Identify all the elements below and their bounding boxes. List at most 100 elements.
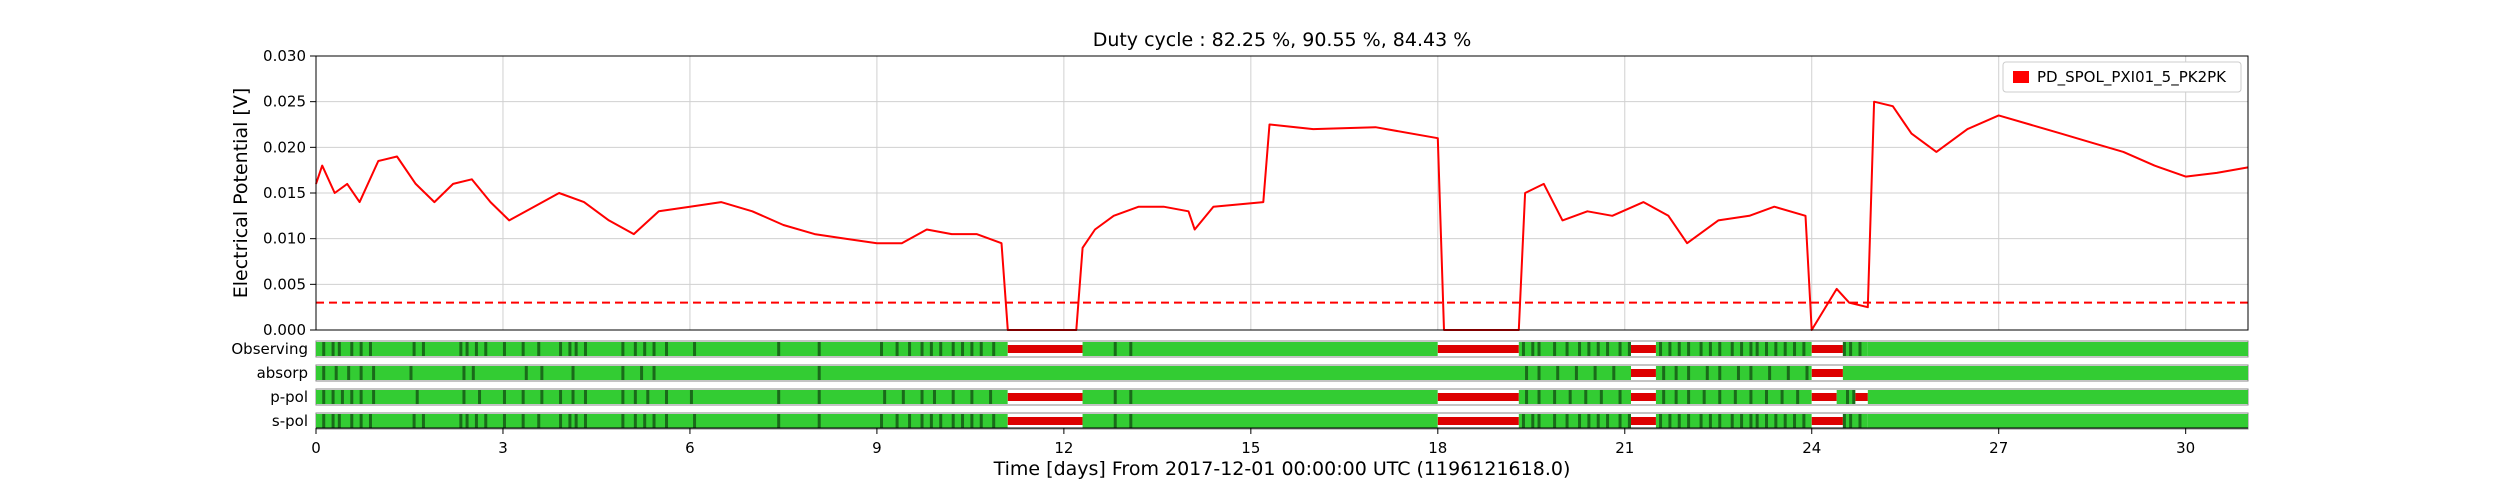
status-gap	[322, 366, 326, 380]
status-gap	[1765, 414, 1768, 428]
status-gap	[462, 366, 466, 380]
status-segment-off-bar	[1437, 345, 1519, 353]
status-gap	[652, 366, 656, 380]
status-segment-on	[1518, 342, 1632, 356]
status-gap	[1578, 414, 1582, 428]
status-gap	[883, 390, 887, 404]
status-gap	[1659, 414, 1663, 428]
status-gap	[372, 390, 376, 404]
status-gap	[1521, 342, 1525, 356]
status-gap	[1749, 390, 1753, 404]
status-gap	[665, 342, 669, 356]
status-gap	[337, 342, 341, 356]
status-gap	[502, 342, 506, 356]
plot-area: 0.000 0.005 0.010 0.015 0.020 0.025 0.030	[263, 47, 2249, 339]
status-gap	[1587, 414, 1591, 428]
status-segment-off-bar	[1631, 417, 1656, 425]
status-gap	[665, 390, 669, 404]
status-gap	[777, 414, 781, 428]
status-gap	[1702, 390, 1706, 404]
x-tick-label: 21	[1615, 439, 1634, 457]
status-gap	[350, 390, 354, 404]
status-gap	[1556, 366, 1560, 380]
status-gap	[633, 342, 637, 356]
legend[interactable]: PD_SPOL_PXI01_5_PK2PK	[2002, 61, 2242, 93]
status-segment-on	[1655, 414, 1812, 428]
status-gap	[1674, 366, 1678, 380]
status-gap	[951, 390, 955, 404]
status-gap	[1537, 366, 1541, 380]
status-gap	[571, 390, 575, 404]
status-gap	[951, 414, 955, 428]
status-gap	[359, 366, 363, 380]
status-gap	[540, 390, 544, 404]
status-gap	[1618, 414, 1622, 428]
status-gap	[1849, 414, 1853, 428]
x-tick-label: 9	[872, 439, 882, 457]
status-gap	[415, 390, 419, 404]
status-gap	[689, 390, 693, 404]
status-gap	[1627, 342, 1631, 356]
status-gap	[817, 342, 821, 356]
status-gap	[1852, 390, 1856, 404]
status-gap	[693, 342, 697, 356]
status-segment-off-bar	[1631, 369, 1656, 377]
status-gap	[559, 390, 563, 404]
status-gap	[409, 366, 413, 380]
status-gap	[1802, 414, 1806, 428]
status-gap	[359, 390, 363, 404]
status-gap	[1786, 366, 1790, 380]
status-gap	[1606, 414, 1610, 428]
status-gap	[537, 342, 541, 356]
x-tick-label: 12	[1054, 439, 1073, 457]
status-gap	[322, 342, 326, 356]
status-gap	[1768, 366, 1772, 380]
status-gap	[574, 342, 578, 356]
status-gap	[502, 414, 506, 428]
status-gap	[1537, 390, 1541, 404]
y-tick-label: 0.030	[263, 47, 306, 65]
status-gap	[1687, 414, 1691, 428]
status-gap	[350, 414, 354, 428]
status-gap	[1736, 366, 1740, 380]
status-gap	[331, 342, 335, 356]
x-tick-label: 30	[2176, 439, 2195, 457]
status-segment-on	[1082, 342, 1438, 356]
status-gap	[929, 414, 933, 428]
status-gap	[643, 414, 647, 428]
status-gap	[961, 414, 965, 428]
status-gap	[1774, 342, 1778, 356]
status-gap	[1765, 390, 1768, 404]
status-gap	[939, 414, 943, 428]
status-gap	[646, 390, 650, 404]
status-gap	[1525, 390, 1529, 404]
status-segment-on	[1842, 414, 1868, 428]
status-gap	[574, 414, 578, 428]
status-gap	[1802, 342, 1806, 356]
status-gap	[908, 342, 912, 356]
status-segment-off-bar	[1437, 417, 1519, 425]
x-axis-ticks: 0 3 6 9 12 15 18 21 24 27 30	[311, 427, 2248, 457]
status-gap	[992, 414, 996, 428]
status-gap	[1129, 342, 1133, 356]
status-segment-on	[1842, 366, 2248, 380]
x-tick-label: 6	[685, 439, 695, 457]
status-gap	[970, 390, 974, 404]
status-gap	[471, 366, 475, 380]
y-axis-label: Electrical Potential [V]	[230, 88, 252, 298]
status-gap	[1783, 414, 1787, 428]
status-gap	[1780, 390, 1784, 404]
status-gap	[524, 366, 528, 380]
status-gap	[322, 414, 326, 428]
status-row-label: s-pol	[272, 412, 308, 430]
status-gap	[1805, 366, 1809, 380]
status-gap	[920, 342, 924, 356]
status-gap	[1730, 342, 1734, 356]
y-tick-label: 0.005	[263, 275, 306, 293]
status-gap	[777, 390, 781, 404]
status-gap	[621, 366, 625, 380]
status-gap	[1740, 414, 1744, 428]
status-row-label: Observing	[231, 340, 308, 358]
status-gap	[1705, 366, 1709, 380]
status-segment-on	[1518, 414, 1632, 428]
